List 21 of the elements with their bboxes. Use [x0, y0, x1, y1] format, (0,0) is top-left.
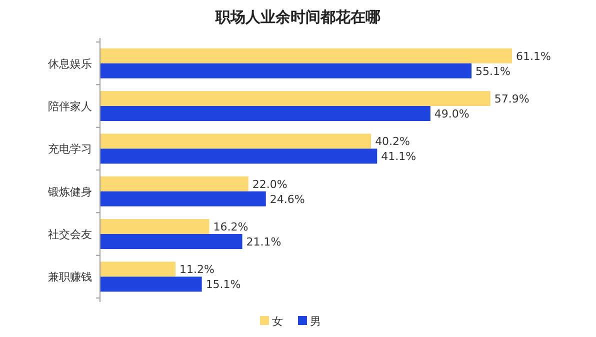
y-tick-label: 陪伴家人 — [48, 100, 92, 113]
y-tick-label: 休息娱乐 — [48, 57, 92, 70]
y-tick-label: 社交会友 — [48, 228, 92, 241]
data-label: 61.1% — [516, 50, 551, 63]
data-label: 41.1% — [381, 150, 416, 164]
data-label: 21.1% — [246, 236, 282, 248]
data-label: 40.2% — [375, 135, 410, 148]
y-tick-label: 兼职赚钱 — [48, 270, 92, 284]
legend-label: 女 — [272, 315, 283, 328]
y-tick-label: 充电学习 — [48, 142, 92, 156]
data-label: 11.2% — [180, 263, 214, 276]
data-label: 16.2% — [213, 220, 248, 234]
data-label: 15.1% — [206, 278, 241, 292]
data-label: 57.9% — [494, 92, 530, 106]
data-label: 49.0% — [434, 108, 470, 120]
legend-label: 男 — [310, 315, 321, 328]
data-label: 22.0% — [252, 178, 288, 191]
title: 职场人业余时间都花在哪 — [216, 8, 380, 26]
data-label: 55.1% — [476, 64, 510, 78]
y-tick-label: 锻炼健身 — [47, 185, 92, 198]
data-label: 24.6% — [270, 192, 305, 206]
